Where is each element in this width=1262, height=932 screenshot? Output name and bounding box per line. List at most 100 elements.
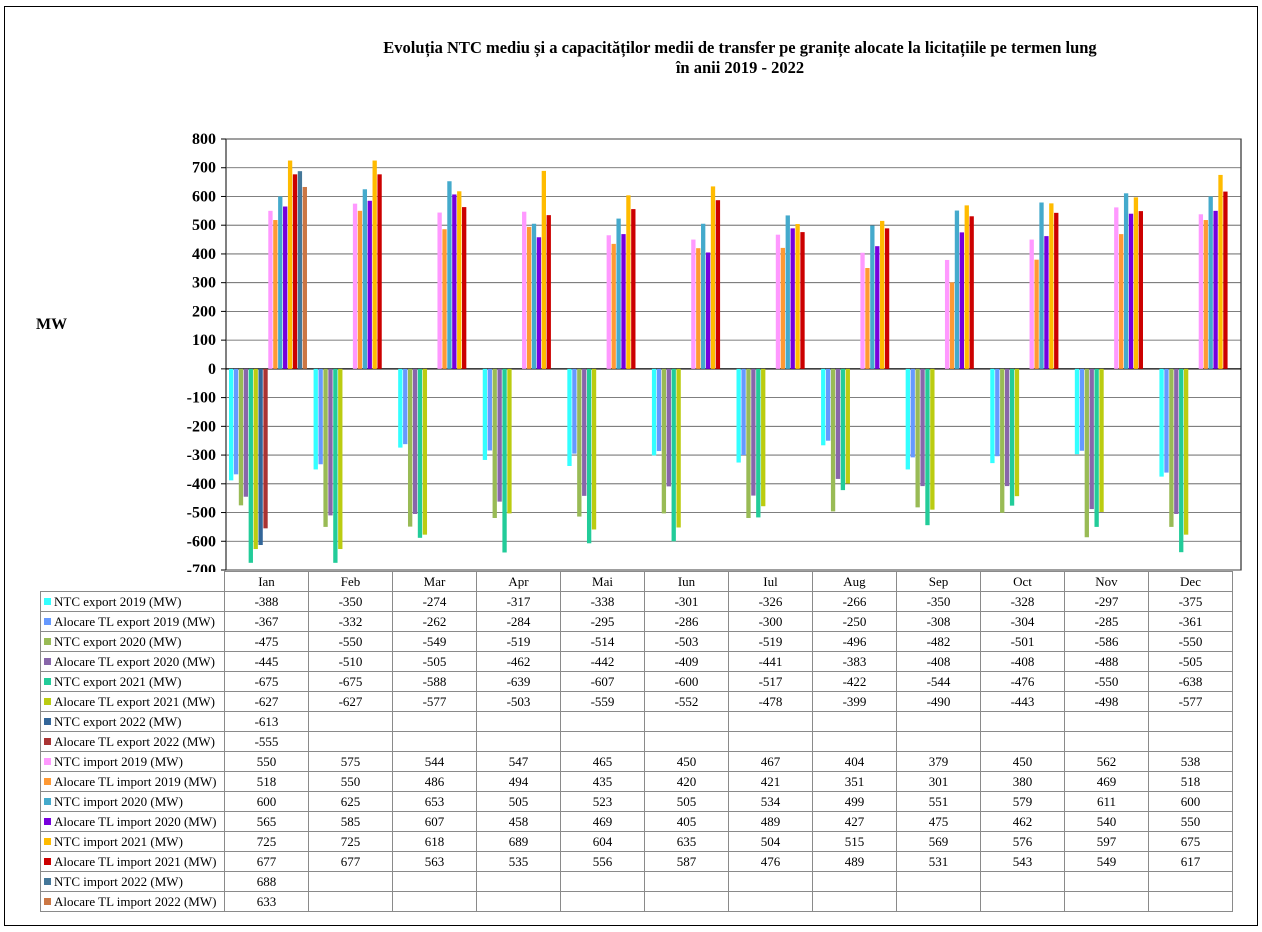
table-cell: -675 [224,671,309,692]
series-label: NTC export 2021 (MW) [40,671,225,692]
table-cell: -445 [224,651,309,672]
series-label: NTC import 2019 (MW) [40,751,225,772]
bar [1114,207,1119,369]
table-cell: 549 [1064,851,1149,872]
table-cell [1064,891,1149,912]
bar [840,368,846,491]
table-cell: 585 [308,811,393,832]
bar [287,160,293,369]
table-cell: 550 [308,771,393,792]
table-cell: -442 [560,651,645,672]
bar [1169,368,1174,527]
table-cell [1148,871,1233,892]
y-tick-label: -500 [187,505,216,522]
bar [666,368,671,487]
table-cell [308,891,393,912]
table-cell: -510 [308,651,393,672]
table-cell [896,731,981,752]
table-cell: 538 [1148,751,1233,772]
bar [1089,368,1094,510]
bar [522,211,527,369]
bar [1159,368,1164,477]
table-cell: -498 [1064,691,1149,712]
legend-key [44,758,51,765]
bar [1164,368,1169,473]
bar [631,209,636,369]
bar [248,368,253,563]
table-cell: 523 [560,791,645,812]
bar [626,195,631,369]
table-cell: 421 [728,771,813,792]
bar [328,368,333,516]
bar [1198,214,1204,369]
chart-title-line2: în anii 2019 - 2022 [675,58,805,77]
table-cell: -304 [980,611,1065,632]
table-cell: 575 [308,751,393,772]
table-cell: 489 [812,851,897,872]
bar [1123,193,1129,369]
table-cell: 301 [896,771,981,792]
bar [233,368,239,475]
bar [238,368,244,506]
bar [577,368,582,517]
bar [352,203,358,369]
bar [930,368,935,510]
bar [1079,368,1085,451]
table-cell: -675 [308,671,393,692]
table-cell: -399 [812,691,897,712]
y-tick-label: 200 [192,303,216,320]
table-cell: -519 [476,631,561,652]
bar [1174,368,1179,514]
table-cell [980,871,1065,892]
bar [1004,368,1010,487]
series-name: Alocare TL export 2020 (MW) [54,654,216,669]
chart-frame [4,6,1258,926]
table-row: NTC import 2021 (MW) 725 725 618 689 604 635 50… [40,831,1233,852]
series-name: Alocare TL import 2019 (MW) [54,774,217,789]
table-cell: 600 [1148,791,1233,812]
bar [502,368,507,553]
table-cell: -478 [728,691,813,712]
y-tick-label: 500 [192,217,216,234]
y-tick-label: -700 [187,562,216,572]
bar [243,368,249,497]
series-label: NTC export 2022 (MW) [40,711,225,732]
table-cell: -285 [1064,611,1149,632]
table-cell: 518 [224,771,309,792]
bar [507,368,512,514]
table-cell: -638 [1148,671,1233,692]
table-corner [41,572,225,592]
bar [761,368,766,507]
bar [800,232,805,369]
table-cell [1064,871,1149,892]
bar [1133,197,1139,369]
bar [447,181,452,369]
bar [1099,368,1104,512]
table-cell: 562 [1064,751,1149,772]
table-cell [896,891,981,912]
table-cell: -332 [308,611,393,632]
table-cell: 688 [224,871,309,892]
bar [845,368,850,484]
bar [229,368,234,481]
series-name: Alocare TL export 2019 (MW) [54,614,216,629]
category-label: Oct [980,571,1065,592]
series-name: NTC import 2022 (MW) [54,874,183,889]
series-name: NTC export 2022 (MW) [54,714,182,729]
table-cell: 505 [476,791,561,812]
table-cell [308,871,393,892]
table-cell: -462 [476,651,561,672]
bar [318,368,323,465]
table-cell: -475 [224,631,309,652]
table-cell [644,731,729,752]
bar [1054,212,1059,369]
table-cell [1148,891,1233,912]
category-label: Dec [1148,571,1233,592]
bar [313,368,318,470]
bar [691,239,696,369]
table-cell [980,731,1065,752]
table-cell [308,711,393,732]
table-cell: -496 [812,631,897,652]
bar [268,210,273,369]
table-cell: -350 [308,591,393,612]
